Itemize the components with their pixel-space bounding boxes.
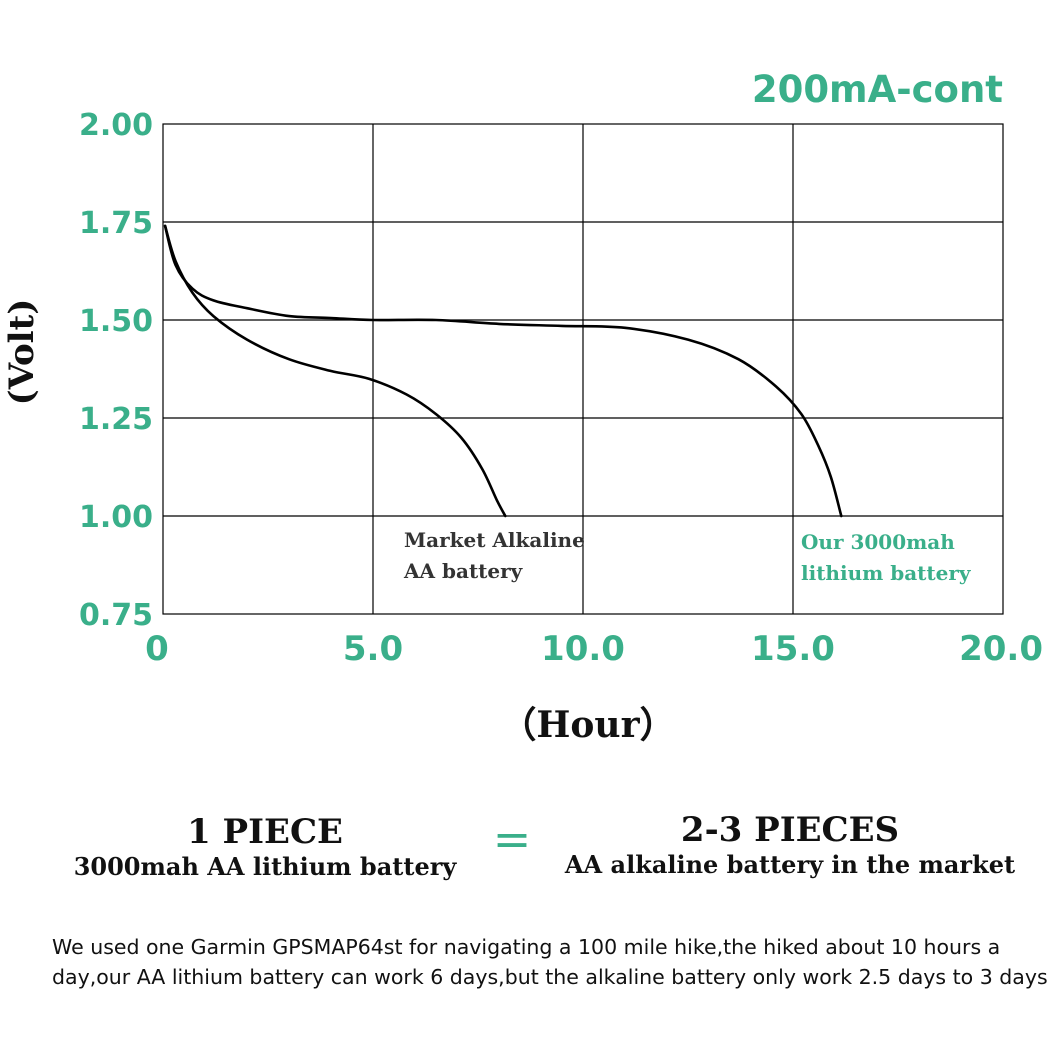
grid <box>162 123 1004 615</box>
lithium-series-label: Our 3000mah lithium battery <box>801 530 972 585</box>
y-tick-label: 1.25 <box>79 402 153 437</box>
lithium-discharge-line <box>163 224 843 518</box>
discharge-chart: 200mA-cont 0.75 1.00 1.25 1.50 1.75 2.00 0 5.0… <box>2 68 1043 746</box>
right-caption: AA alkaline battery in the market <box>564 850 1016 879</box>
y-tick-label: 1.75 <box>79 206 153 241</box>
left-caption: 3000mah AA lithium battery <box>73 852 457 881</box>
y-axis-label: (Volt) <box>2 299 42 406</box>
usage-note: We used one Garmin GPSMAP64st for naviga… <box>52 935 1048 989</box>
y-tick-label: 0.75 <box>79 598 153 633</box>
lithium-count-block: 1 PIECE 3000mah AA lithium battery <box>50 812 480 882</box>
x-axis-ticks: 0 5.0 10.0 15.0 20.0 <box>145 629 1043 669</box>
x-tick-label: 10.0 <box>541 629 625 669</box>
alkaline-discharge-line <box>163 224 507 518</box>
right-count: 2-3 PIECES <box>680 810 900 850</box>
y-tick-label: 1.00 <box>79 500 153 535</box>
x-tick-label: 20.0 <box>959 629 1043 669</box>
alkaline-series-label: Market Alkaline AA battery <box>403 528 585 583</box>
alkaline-count-block: 2-3 PIECES AA alkaline battery in the ma… <box>540 810 1040 880</box>
x-tick-label: 15.0 <box>751 629 835 669</box>
y-tick-label: 2.00 <box>79 108 153 143</box>
y-axis-ticks: 0.75 1.00 1.25 1.50 1.75 2.00 <box>79 108 153 633</box>
x-axis-label: （Hour） <box>500 704 675 746</box>
x-tick-label: 0 <box>145 629 169 669</box>
x-tick-label: 5.0 <box>343 629 403 669</box>
series-labels: Market Alkaline AA battery Our 3000mah lith… <box>403 528 972 585</box>
series-lines <box>163 224 843 518</box>
y-tick-label: 1.50 <box>79 304 153 339</box>
chart-title: 200mA-cont <box>752 68 1003 111</box>
equals-sign: = <box>492 812 532 866</box>
left-count: 1 PIECE <box>187 812 343 852</box>
